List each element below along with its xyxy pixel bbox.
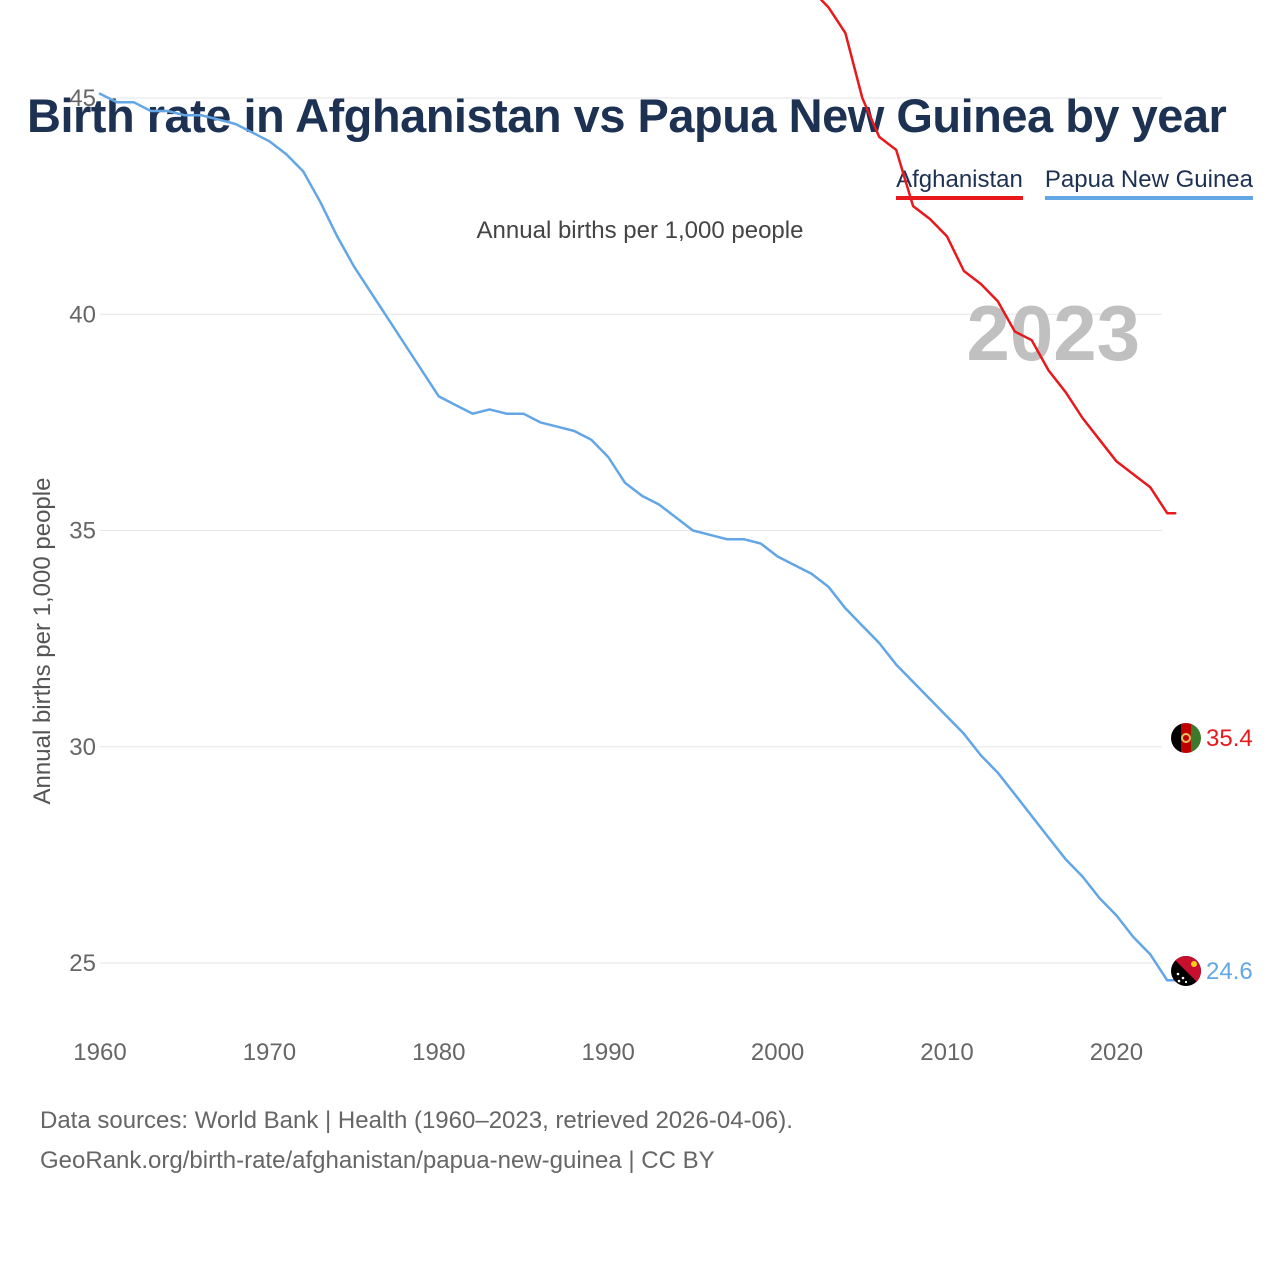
footer-source: Data sources: World Bank | Health (1960–…: [40, 1107, 793, 1134]
papua-new-guinea-end-value: 24.6: [1206, 958, 1253, 985]
afghanistan-end-value: 35.4: [1206, 725, 1253, 752]
x-tick-label: 1960: [73, 1039, 126, 1066]
series-lines: [98, 0, 1177, 982]
end-markers: [1171, 723, 1201, 986]
y-tick-label: 40: [69, 301, 96, 328]
x-tick-label: 1970: [243, 1039, 296, 1066]
y-tick-label: 35: [69, 518, 96, 545]
grid-lines: [100, 97, 1162, 964]
series-line-afghanistan: [819, 0, 1177, 515]
x-tick-label: 2020: [1090, 1039, 1143, 1066]
footer-link[interactable]: GeoRank.org/birth-rate/afghanistan/papua…: [40, 1147, 715, 1174]
y-tick-label: 25: [69, 950, 96, 977]
y-axis-ticks: 25303540455055: [69, 85, 96, 977]
x-tick-label: 1980: [412, 1039, 465, 1066]
series-line-papua-new-guinea: [98, 92, 1177, 982]
chart-subtitle: Annual births per 1,000 people: [476, 217, 804, 244]
x-tick-label: 2010: [920, 1039, 973, 1066]
legend-item-afghanistan[interactable]: Afghanistan: [896, 166, 1023, 200]
afghanistan-flag-icon: [1171, 723, 1201, 753]
x-axis-ticks: 1960 1970 1980 1990 2000 2010 2020: [73, 1039, 1143, 1066]
legend: Afghanistan Papua New Guinea: [896, 166, 1253, 200]
x-tick-label: 1990: [582, 1039, 635, 1066]
y-axis-label: Annual births per 1,000 people: [29, 478, 56, 805]
year-watermark: 2023: [966, 289, 1140, 377]
y-tick-label: 30: [69, 734, 96, 761]
x-tick-label: 2000: [751, 1039, 804, 1066]
y-tick-label: 45: [69, 85, 96, 112]
papua-new-guinea-flag-icon: [1171, 956, 1201, 986]
legend-item-papua-new-guinea[interactable]: Papua New Guinea: [1044, 166, 1253, 200]
